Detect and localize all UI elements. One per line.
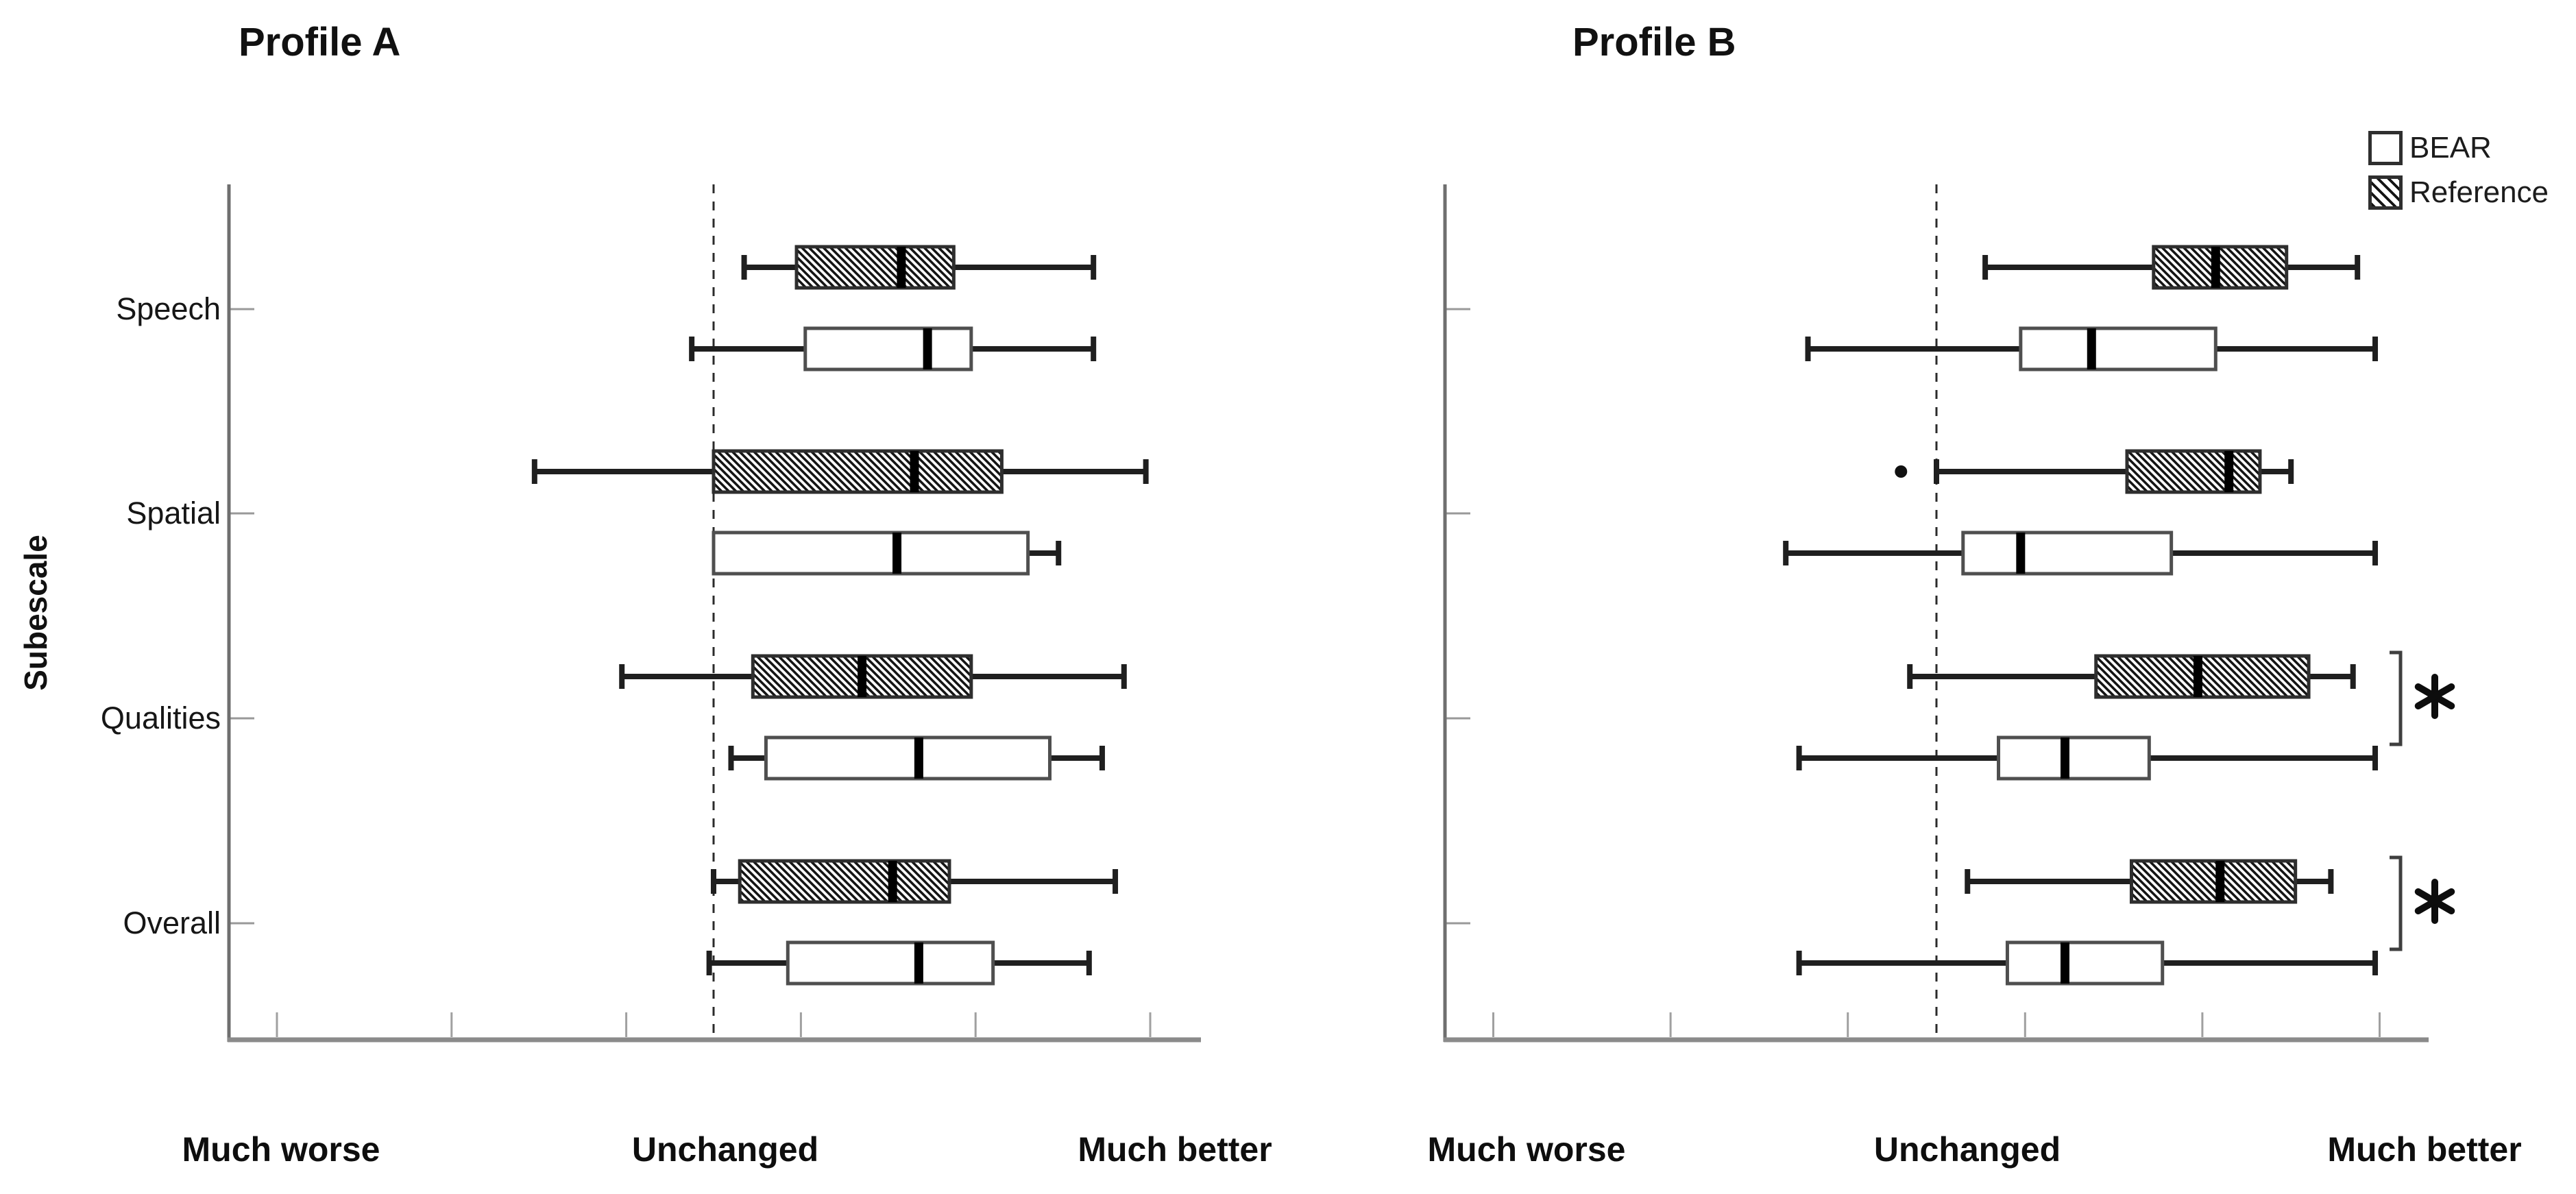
panel-b-shapes [1443,184,2455,1043]
box-b-speech-bear [1805,326,2379,371]
hatched-box-swatch-icon [2368,175,2403,210]
legend-label-reference: Reference [2409,175,2549,209]
legend-label-bear: BEAR [2409,131,2492,165]
box-a-spatial-bear [712,531,1062,576]
box-b-spatial-reference [1895,449,2294,494]
box-b-overall-bear [1796,940,2379,986]
box-a-speech-bear [689,326,1097,371]
category-label-spatial: Spatial [126,496,221,531]
category-label-speech: Speech [116,291,221,326]
box-a-overall-reference [711,859,1119,904]
box-b-spatial-bear [1783,531,2379,576]
category-label-qualities: Qualities [100,700,221,735]
x-label-unchanged-b: Unchanged [1873,1130,2061,1169]
x-label-much-worse-b: Much worse [1427,1130,1626,1169]
x-label-much-better-a: Much better [1078,1130,1272,1169]
open-box-swatch-icon [2368,131,2403,165]
x-label-much-worse-a: Much worse [182,1130,380,1169]
x-label-much-better-b: Much better [2327,1130,2522,1169]
panel-a-shapes [227,184,1201,1043]
legend: BEAR Reference [2368,131,2549,220]
box-b-qualities-bear [1796,735,2379,781]
box-a-speech-reference [741,245,1097,290]
x-label-unchanged-a: Unchanged [631,1130,819,1169]
box-a-spatial-reference [531,449,1149,494]
legend-item-reference: Reference [2368,175,2549,210]
box-a-qualities-reference [619,654,1127,699]
outlier-dot [1895,465,1908,478]
legend-item-bear: BEAR [2368,131,2549,165]
y-axis-title: Subescale [18,535,53,691]
panel-a-title: Profile A [239,20,401,64]
category-label-overall: Overall [123,905,221,940]
panel-b-title: Profile B [1572,20,1736,64]
box-b-overall-reference [1965,859,2334,904]
box-a-overall-bear [706,940,1092,986]
box-b-speech-reference [1982,245,2361,290]
box-b-qualities-reference [1907,654,2356,699]
significance-bracket [2390,855,2403,951]
box-a-qualities-bear [728,735,1105,781]
significance-bracket [2390,650,2403,746]
